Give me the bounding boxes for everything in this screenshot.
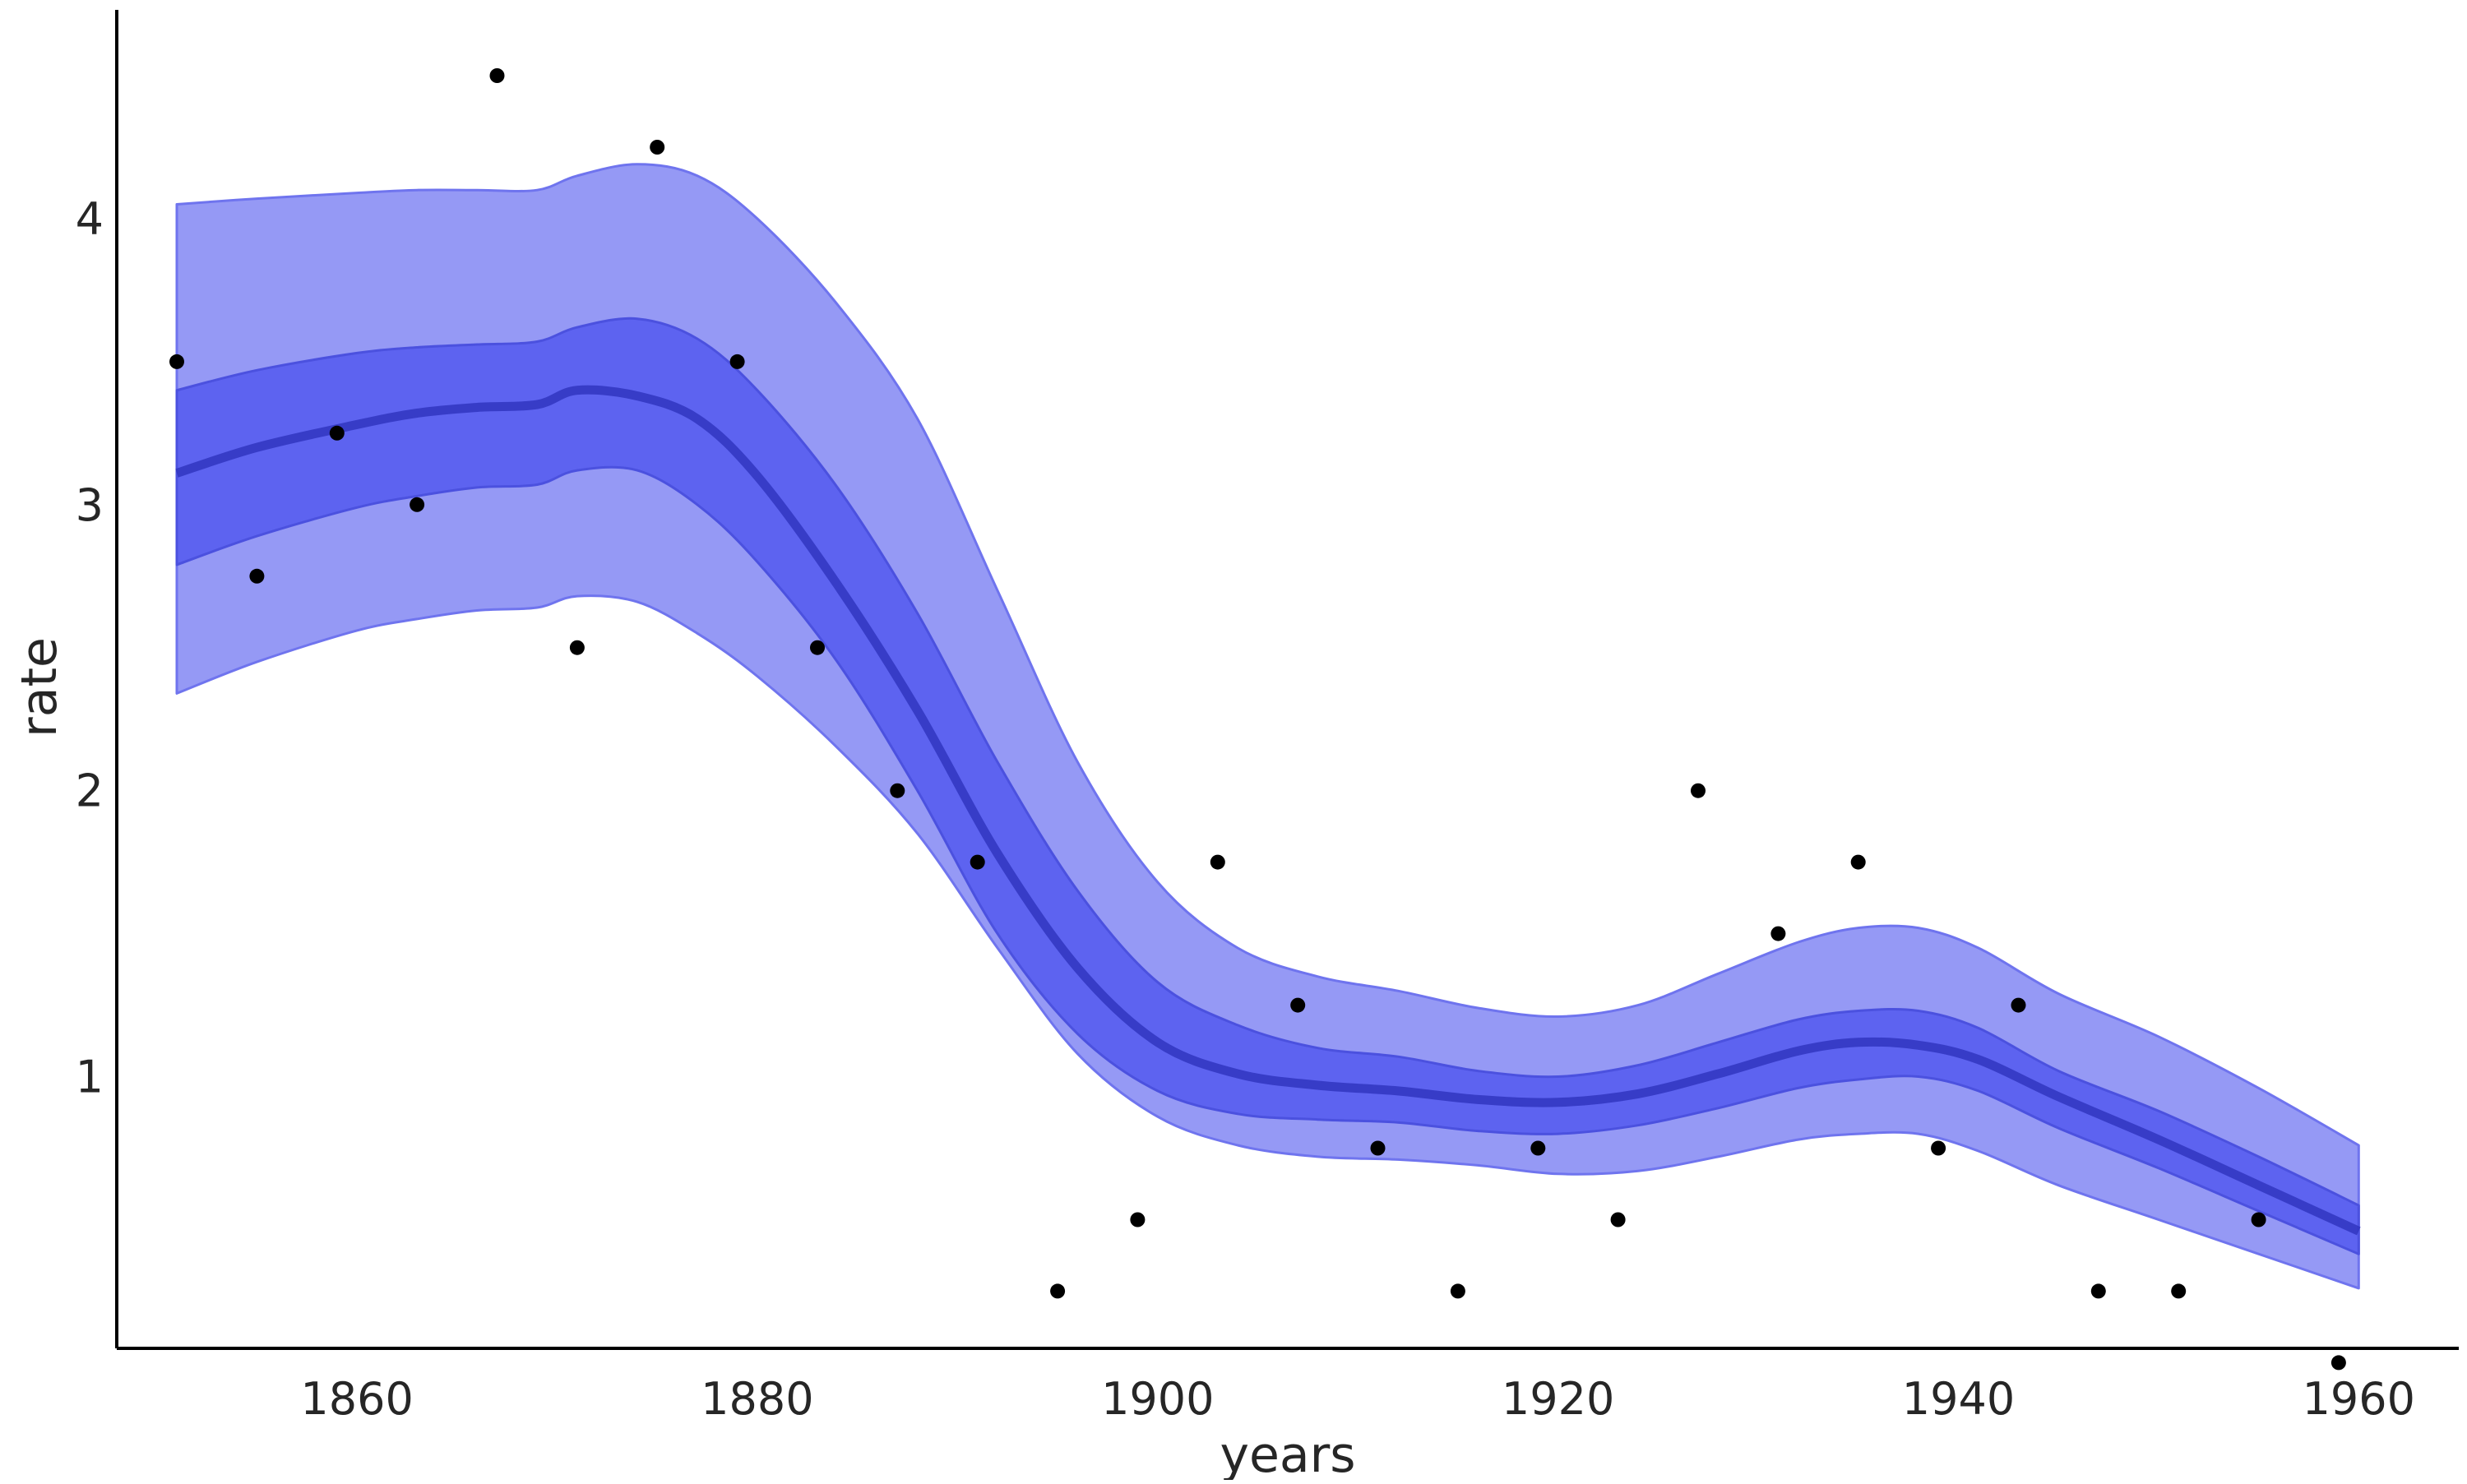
x-tick-label: 1880 [701,1373,813,1425]
data-point [169,354,184,369]
mean-line-layer [175,385,2361,1236]
data-point [729,354,745,369]
data-point [410,497,425,512]
data-point [2011,997,2026,1013]
data-point [810,640,825,655]
posterior-mean-line [175,385,2361,1236]
outer-credible-band [175,163,2360,1290]
y-tick-label: 2 [76,765,104,817]
data-point [970,854,985,870]
observed-points [169,68,2346,1371]
data-point [1450,1283,1465,1299]
y-tick-label: 1 [76,1052,104,1103]
data-point [2330,1355,2346,1371]
x-tick-label: 1900 [1101,1373,1214,1425]
data-point [1210,854,1225,870]
data-point [1130,1212,1146,1227]
x-tick-label: 1860 [300,1373,413,1425]
data-point [1691,783,1706,798]
data-point [2090,1283,2106,1299]
x-axis-label: years [1220,1426,1355,1480]
data-point [2171,1283,2187,1299]
data-point [1370,1140,1386,1156]
y-axis-ticks: 1 2 3 4 [76,193,104,1103]
y-tick-label: 4 [76,193,104,245]
data-point [650,140,665,155]
data-point [249,568,265,584]
credible-bands [175,163,2360,1290]
data-point [1610,1212,1626,1227]
data-point [2251,1212,2266,1227]
data-point [329,425,345,441]
x-axis-ticks: 1860 1880 1900 1920 1940 1960 [300,1373,2415,1425]
axes: 1860 1880 1900 1920 1940 1960 1 2 3 4 [76,10,2459,1425]
x-tick-label: 1960 [2303,1373,2415,1425]
data-point [1931,1140,1946,1156]
data-point [1050,1283,1066,1299]
data-point [1850,854,1866,870]
y-axis-label: rate [11,637,68,737]
data-point [1290,997,1306,1013]
y-tick-label: 3 [76,479,104,531]
data-point [1530,1140,1546,1156]
data-point [569,640,585,655]
data-point [890,783,905,798]
inner-credible-band [175,317,2360,1255]
data-point [1770,926,1786,941]
x-tick-label: 1920 [1502,1373,1614,1425]
data-point [489,68,505,83]
x-tick-label: 1940 [1902,1373,2015,1425]
